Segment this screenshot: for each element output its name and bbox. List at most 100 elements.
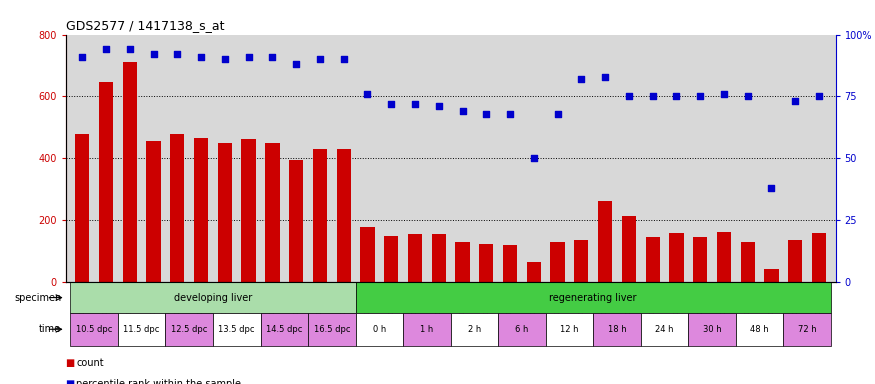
Bar <box>337 149 351 282</box>
Text: 12 h: 12 h <box>560 325 578 334</box>
Text: 14.5 dpc: 14.5 dpc <box>266 325 303 334</box>
Point <box>456 108 470 114</box>
Point <box>360 91 374 97</box>
Text: count: count <box>76 358 104 368</box>
Text: specimen: specimen <box>14 293 61 303</box>
Text: 24 h: 24 h <box>655 325 674 334</box>
Bar <box>194 138 208 282</box>
Bar <box>689 313 736 346</box>
Bar <box>593 313 640 346</box>
Bar <box>403 313 451 346</box>
Bar <box>812 233 826 282</box>
Point <box>669 93 683 99</box>
Text: 12.5 dpc: 12.5 dpc <box>171 325 207 334</box>
Bar <box>70 313 118 346</box>
Point <box>550 111 564 117</box>
Text: ■: ■ <box>66 379 78 384</box>
Bar <box>598 201 612 282</box>
Bar <box>242 139 256 282</box>
Point <box>431 103 445 109</box>
Bar <box>408 233 422 282</box>
Text: 2 h: 2 h <box>468 325 481 334</box>
Bar <box>218 143 232 282</box>
Point <box>527 155 541 161</box>
Point <box>408 101 422 107</box>
Bar <box>265 143 279 282</box>
Bar <box>118 313 165 346</box>
Point <box>765 185 779 191</box>
Point <box>123 46 136 53</box>
Bar <box>312 149 327 282</box>
Point <box>337 56 351 62</box>
Bar <box>123 63 136 282</box>
Bar <box>75 134 89 282</box>
Point <box>598 74 612 80</box>
Bar <box>165 313 213 346</box>
Text: 18 h: 18 h <box>607 325 626 334</box>
Text: regenerating liver: regenerating liver <box>550 293 637 303</box>
Text: 30 h: 30 h <box>703 325 721 334</box>
Bar <box>146 141 161 282</box>
Point <box>99 46 113 53</box>
Bar <box>355 282 831 313</box>
Bar <box>213 313 261 346</box>
Bar <box>622 216 636 282</box>
Point <box>265 54 279 60</box>
Point <box>646 93 660 99</box>
Bar <box>289 160 304 282</box>
Bar <box>480 244 494 282</box>
Text: 72 h: 72 h <box>798 325 816 334</box>
Point <box>218 56 232 62</box>
Bar <box>546 313 593 346</box>
Bar <box>640 313 689 346</box>
Bar <box>451 313 498 346</box>
Point <box>313 56 327 62</box>
Point <box>480 111 494 117</box>
Bar <box>261 313 308 346</box>
Point <box>171 51 185 58</box>
Text: 16.5 dpc: 16.5 dpc <box>313 325 350 334</box>
Point <box>242 54 256 60</box>
Bar <box>717 232 731 282</box>
Text: ■: ■ <box>66 358 78 368</box>
Text: 6 h: 6 h <box>515 325 528 334</box>
Bar <box>669 233 683 282</box>
Bar <box>788 240 802 282</box>
Text: 48 h: 48 h <box>750 325 769 334</box>
Bar <box>360 227 374 282</box>
Bar <box>574 240 589 282</box>
Point <box>717 91 731 97</box>
Bar <box>431 234 446 282</box>
Point <box>693 93 707 99</box>
Bar <box>171 134 185 282</box>
Text: developing liver: developing liver <box>174 293 252 303</box>
Point <box>574 76 588 82</box>
Point <box>812 93 826 99</box>
Bar <box>765 269 779 282</box>
Bar <box>503 245 517 282</box>
Text: 11.5 dpc: 11.5 dpc <box>123 325 160 334</box>
Point <box>622 93 636 99</box>
Bar <box>498 313 546 346</box>
Bar <box>550 242 564 282</box>
Bar <box>99 82 113 282</box>
Point <box>788 98 802 104</box>
Bar <box>455 242 470 282</box>
Point <box>289 61 303 67</box>
Bar <box>355 313 403 346</box>
Text: percentile rank within the sample: percentile rank within the sample <box>76 379 242 384</box>
Text: time: time <box>39 324 61 334</box>
Point <box>146 51 160 58</box>
Bar <box>646 237 660 282</box>
Point <box>741 93 755 99</box>
Text: 10.5 dpc: 10.5 dpc <box>76 325 112 334</box>
Bar <box>783 313 831 346</box>
Point <box>75 54 89 60</box>
Text: 1 h: 1 h <box>420 325 433 334</box>
Bar <box>384 237 398 282</box>
Bar <box>308 313 355 346</box>
Point <box>503 111 517 117</box>
Point <box>384 101 398 107</box>
Text: 0 h: 0 h <box>373 325 386 334</box>
Bar <box>693 237 707 282</box>
